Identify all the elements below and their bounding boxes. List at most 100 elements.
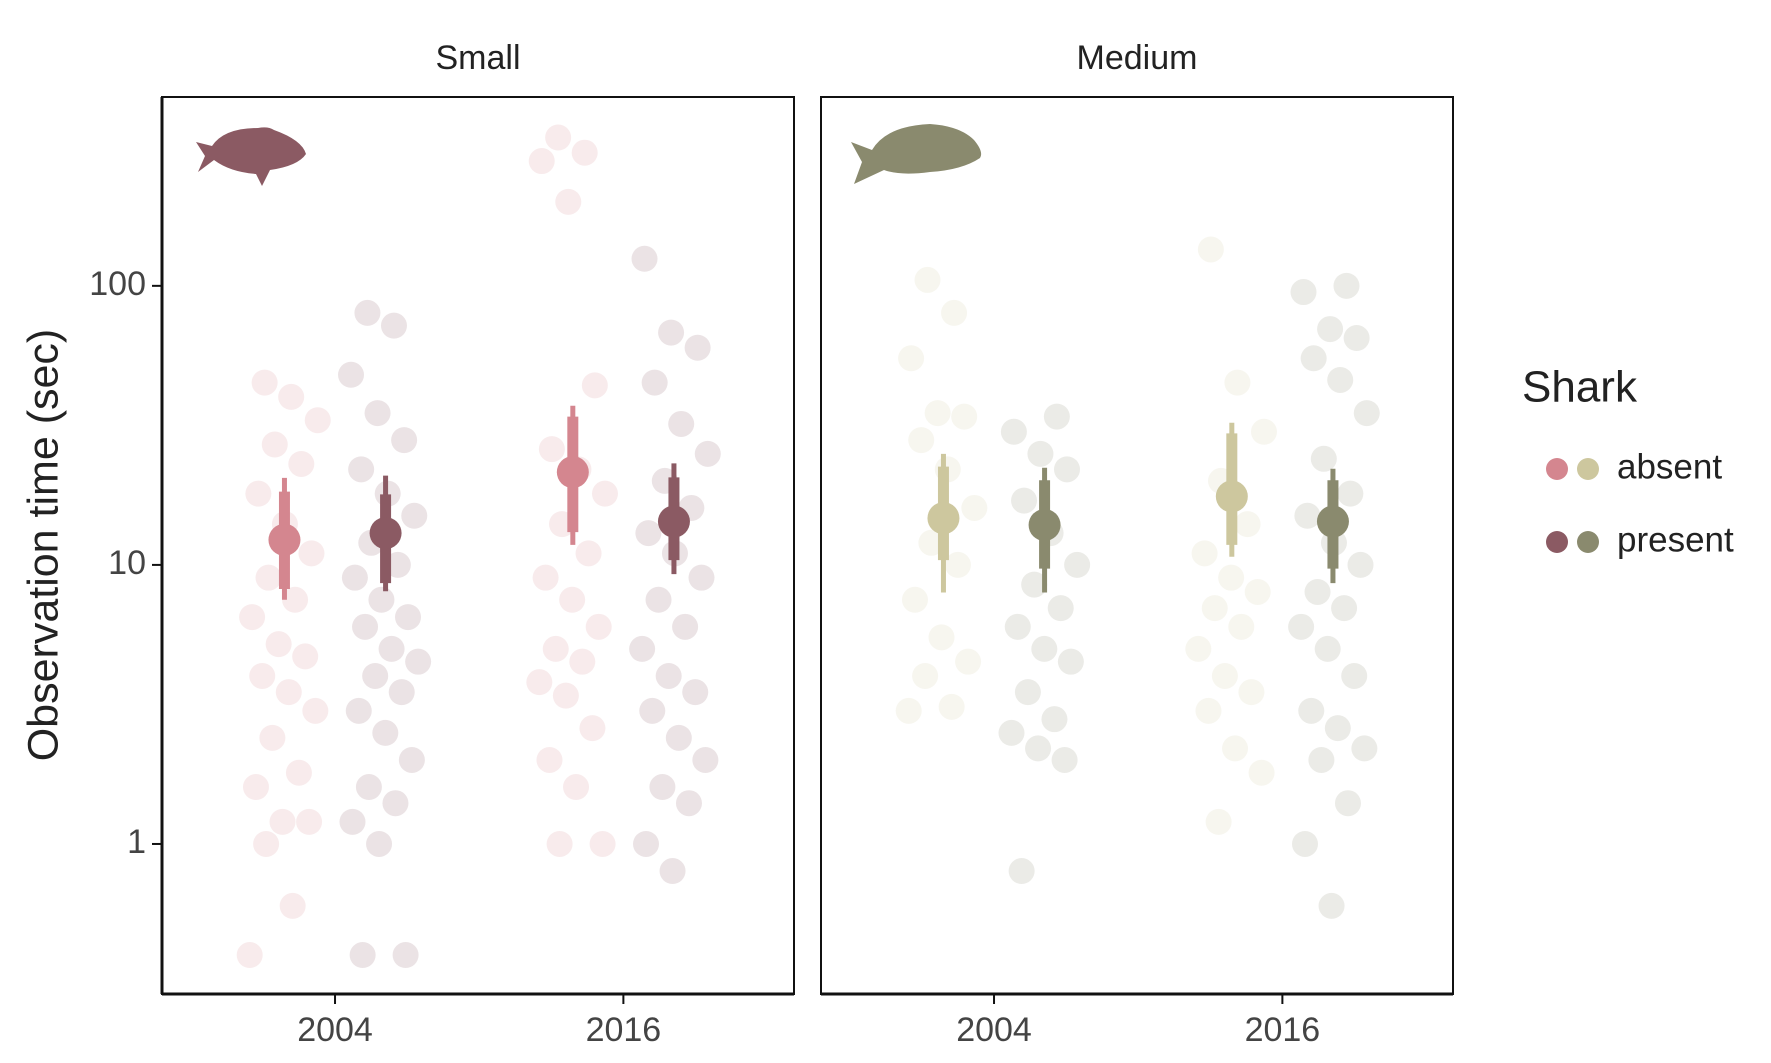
data-point: [1248, 759, 1275, 786]
data-point: [941, 299, 968, 326]
data-point: [364, 400, 391, 427]
data-point: [895, 697, 922, 724]
data-point: [675, 790, 702, 817]
data-point: [1051, 746, 1078, 773]
data-point: [1304, 578, 1331, 605]
mean-point: [268, 523, 301, 556]
data-point: [682, 679, 709, 706]
y-axis-label: Observation time (sec): [19, 329, 67, 762]
data-point: [384, 551, 411, 578]
data-point: [928, 624, 955, 651]
x-tick-label: 2016: [586, 1011, 662, 1049]
data-point: [282, 586, 309, 613]
x-tick-label: 2004: [956, 1011, 1032, 1049]
data-point: [405, 648, 432, 675]
data-point: [571, 139, 598, 166]
data-point: [901, 586, 928, 613]
data-point: [1290, 279, 1317, 306]
panel-title: Medium: [1077, 39, 1198, 77]
data-point: [908, 427, 935, 454]
data-point: [1234, 511, 1261, 538]
data-point: [536, 746, 563, 773]
data-point: [545, 124, 572, 151]
data-point: [1310, 445, 1337, 472]
data-point: [1000, 418, 1027, 445]
data-point: [1047, 595, 1074, 622]
data-point: [278, 383, 305, 410]
panel-title: Small: [435, 39, 520, 77]
data-point: [668, 410, 695, 437]
data-point: [349, 942, 376, 969]
data-point: [639, 697, 666, 724]
data-point: [345, 697, 372, 724]
data-point: [1347, 551, 1374, 578]
data-point: [261, 431, 288, 458]
data-point: [391, 427, 418, 454]
mean-point: [657, 505, 690, 538]
data-point: [591, 480, 618, 507]
data-point: [298, 540, 325, 567]
data-point: [1228, 613, 1255, 640]
data-point: [302, 697, 329, 724]
data-point: [998, 719, 1025, 746]
panel-border: [820, 96, 1454, 995]
data-point: [632, 830, 659, 857]
x-tick-label: 2016: [1245, 1011, 1321, 1049]
data-point: [1043, 403, 1070, 430]
data-point: [249, 662, 276, 689]
fish-icon: [851, 124, 982, 184]
data-point: [1238, 679, 1265, 706]
data-point: [684, 334, 711, 361]
data-point: [563, 774, 590, 801]
data-point: [559, 586, 586, 613]
data-point: [569, 648, 596, 675]
mean-point: [1316, 505, 1349, 538]
data-point: [961, 494, 988, 521]
data-point: [672, 613, 699, 640]
data-point: [914, 266, 941, 293]
data-point: [380, 312, 407, 339]
data-point: [1211, 662, 1238, 689]
data-point: [362, 662, 389, 689]
data-point: [242, 774, 269, 801]
data-point: [354, 299, 381, 326]
data-point: [265, 631, 292, 658]
data-point: [1331, 595, 1358, 622]
data-point: [938, 693, 965, 720]
data-point: [355, 774, 382, 801]
data-point: [366, 830, 393, 857]
data-point: [655, 662, 682, 689]
data-point: [692, 746, 719, 773]
data-point: [279, 892, 306, 919]
data-point: [341, 564, 368, 591]
data-point: [1351, 735, 1378, 762]
data-point: [1324, 715, 1351, 742]
data-point: [659, 858, 686, 885]
mean-point: [1028, 508, 1061, 541]
data-point: [1057, 648, 1084, 675]
data-point: [1250, 418, 1277, 445]
data-point: [546, 830, 573, 857]
data-point: [538, 436, 565, 463]
data-point: [1317, 316, 1344, 343]
mean-point: [1215, 480, 1248, 513]
data-point: [589, 830, 616, 857]
data-point: [1298, 697, 1325, 724]
data-point: [1353, 400, 1380, 427]
mean-point: [556, 456, 589, 489]
data-point: [1333, 272, 1360, 299]
data-point: [1008, 858, 1035, 885]
data-point: [1197, 236, 1224, 263]
data-point: [658, 319, 685, 346]
data-point: [1191, 540, 1218, 567]
data-point: [1021, 571, 1048, 598]
data-point: [1343, 325, 1370, 352]
data-point: [1031, 635, 1058, 662]
data-point: [955, 648, 982, 675]
data-point: [388, 679, 415, 706]
x-tick-label: 2004: [297, 1011, 373, 1049]
data-point: [944, 551, 971, 578]
data-point: [1027, 440, 1054, 467]
data-point: [296, 808, 323, 835]
mean-point: [927, 502, 960, 535]
